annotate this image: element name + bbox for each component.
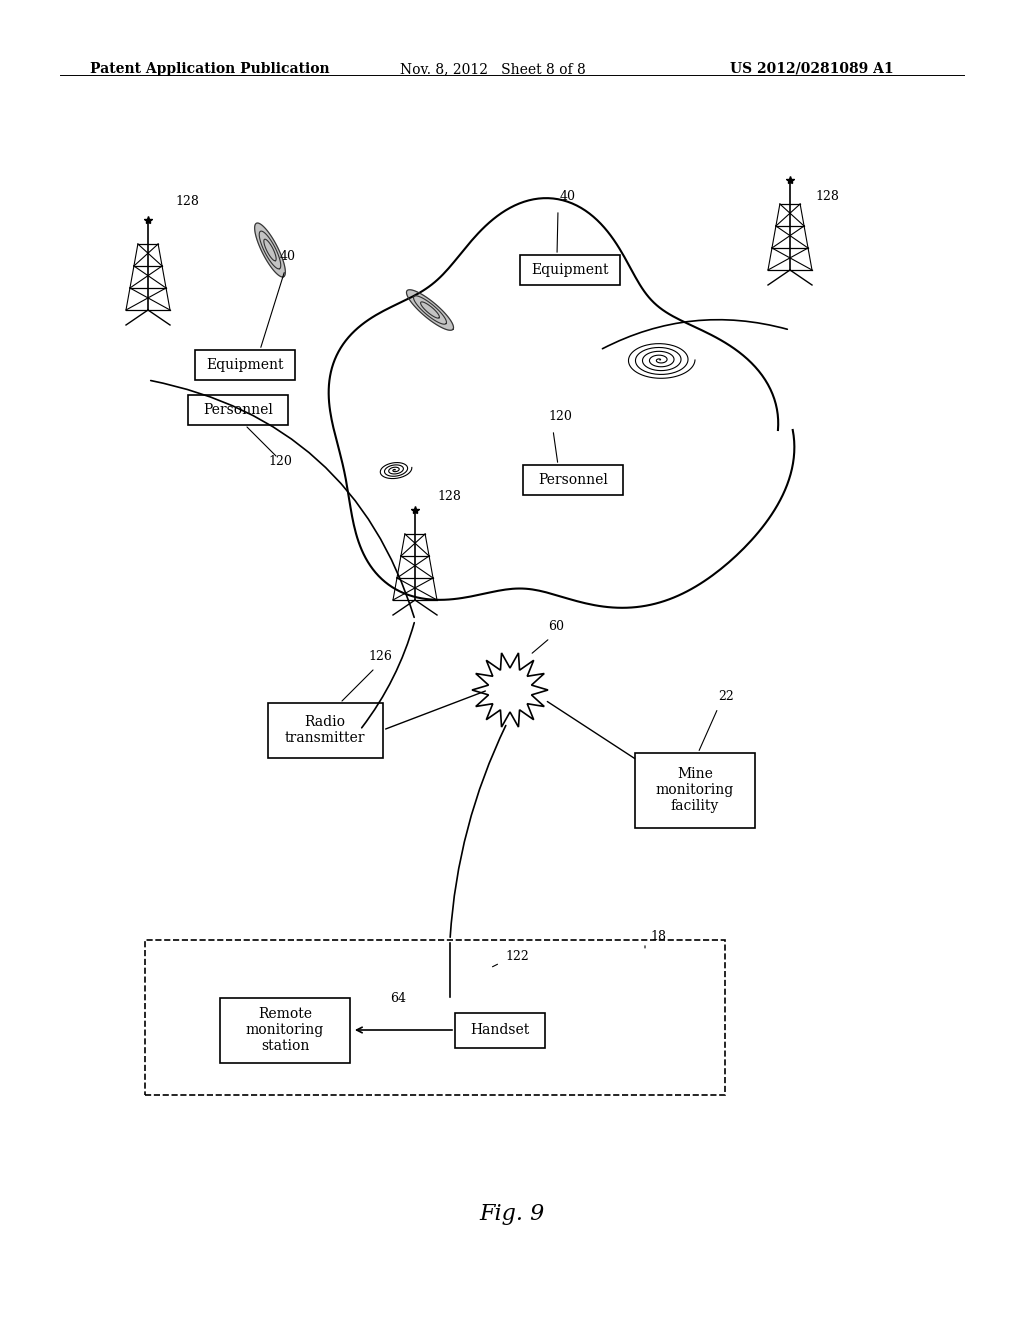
Text: 60: 60 xyxy=(548,620,564,634)
Text: 126: 126 xyxy=(368,649,392,663)
Text: 40: 40 xyxy=(280,249,296,263)
Polygon shape xyxy=(472,653,548,727)
Text: Personnel: Personnel xyxy=(538,473,608,487)
FancyBboxPatch shape xyxy=(188,395,288,425)
FancyBboxPatch shape xyxy=(145,940,725,1096)
Text: Handset: Handset xyxy=(470,1023,529,1038)
Text: Mine
monitoring
facility: Mine monitoring facility xyxy=(656,767,734,813)
Text: 40: 40 xyxy=(560,190,575,203)
Text: Remote
monitoring
station: Remote monitoring station xyxy=(246,1007,325,1053)
FancyBboxPatch shape xyxy=(220,998,350,1063)
FancyBboxPatch shape xyxy=(520,255,620,285)
FancyBboxPatch shape xyxy=(455,1012,545,1048)
Text: Equipment: Equipment xyxy=(531,263,608,277)
FancyBboxPatch shape xyxy=(195,350,295,380)
Text: 128: 128 xyxy=(175,195,199,209)
FancyBboxPatch shape xyxy=(267,702,383,758)
Text: 122: 122 xyxy=(505,950,528,964)
Text: Radio
transmitter: Radio transmitter xyxy=(285,715,366,744)
Text: 128: 128 xyxy=(437,490,461,503)
Text: Equipment: Equipment xyxy=(206,358,284,372)
Text: Nov. 8, 2012   Sheet 8 of 8: Nov. 8, 2012 Sheet 8 of 8 xyxy=(400,62,586,77)
Text: 120: 120 xyxy=(268,455,292,469)
Polygon shape xyxy=(407,289,454,330)
Text: 120: 120 xyxy=(548,411,571,422)
Text: Fig. 9: Fig. 9 xyxy=(479,1203,545,1225)
Text: US 2012/0281089 A1: US 2012/0281089 A1 xyxy=(730,62,894,77)
FancyBboxPatch shape xyxy=(523,465,623,495)
FancyBboxPatch shape xyxy=(635,752,755,828)
Text: Personnel: Personnel xyxy=(203,403,273,417)
Text: 64: 64 xyxy=(390,993,406,1005)
Text: 18: 18 xyxy=(650,931,666,942)
Text: Patent Application Publication: Patent Application Publication xyxy=(90,62,330,77)
Text: 128: 128 xyxy=(815,190,839,203)
Polygon shape xyxy=(255,223,286,277)
Text: 22: 22 xyxy=(718,690,734,704)
